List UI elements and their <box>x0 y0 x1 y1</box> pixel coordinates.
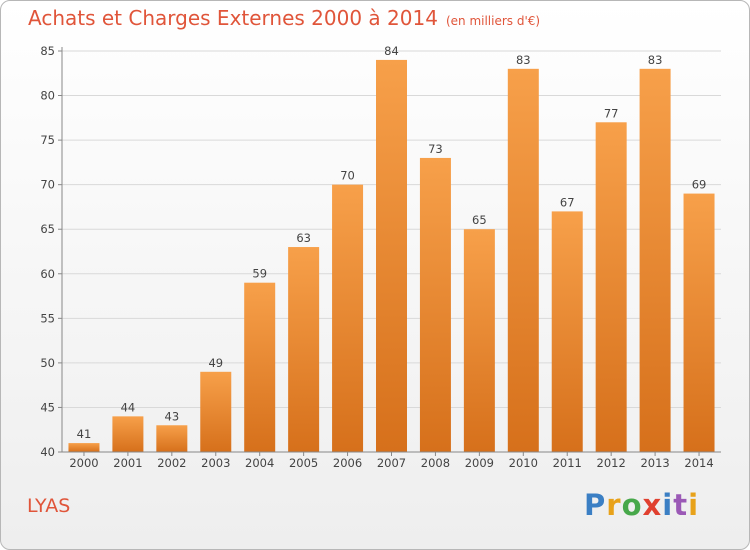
data-label: 43 <box>165 409 180 423</box>
label-layer: 41 44 43 49 59 63 70 84 73 65 83 67 77 83 69 <box>77 44 707 441</box>
x-tick-label: 2008 <box>421 456 450 470</box>
y-tick-label: 70 <box>40 178 55 192</box>
chart-unit: (en milliers d'€) <box>445 14 541 28</box>
x-tick-label: 2004 <box>245 456 274 470</box>
x-tick-label: 2003 <box>201 456 230 470</box>
axis-layer: 40 45 50 55 60 65 70 75 80 85 2000 2001 2002 2003 2004… <box>40 44 721 470</box>
bar-2008 <box>419 157 451 452</box>
x-tick-label: 2000 <box>69 456 98 470</box>
bar-2014 <box>683 193 715 453</box>
x-tick-label: 2013 <box>640 456 669 470</box>
x-tick-label: 2006 <box>333 456 362 470</box>
data-label: 83 <box>516 53 531 67</box>
y-tick-label: 50 <box>40 356 55 370</box>
commune-name: LYAS <box>27 495 71 517</box>
data-label: 41 <box>77 427 92 441</box>
x-tick-label: 2014 <box>684 456 713 470</box>
data-label: 83 <box>648 53 663 67</box>
data-label: 59 <box>252 267 267 281</box>
data-label: 63 <box>296 231 311 245</box>
data-label: 73 <box>428 142 443 156</box>
bar-2005 <box>288 247 320 452</box>
bar-2009 <box>463 229 495 452</box>
x-tick-label: 2012 <box>597 456 626 470</box>
bar-2012 <box>595 122 627 453</box>
proxiti-logo[interactable]: Proxiti <box>584 488 700 522</box>
bar-2010 <box>507 68 539 453</box>
data-label: 44 <box>121 400 136 414</box>
data-label: 49 <box>208 356 223 370</box>
y-tick-label: 85 <box>40 44 55 58</box>
x-tick-label: 2002 <box>157 456 186 470</box>
x-tick-label: 2010 <box>509 456 538 470</box>
x-tick-label: 2001 <box>113 456 142 470</box>
y-tick-label: 65 <box>40 222 55 236</box>
x-tick-label: 2005 <box>289 456 318 470</box>
x-tick-label: 2011 <box>553 456 582 470</box>
y-tick-label: 80 <box>40 89 55 103</box>
bar-2013 <box>639 68 671 453</box>
bar-2003 <box>200 371 232 452</box>
data-label: 65 <box>472 213 487 227</box>
bar-2011 <box>551 211 583 452</box>
data-label: 84 <box>384 44 399 58</box>
bar-2006 <box>332 184 364 452</box>
x-tick-label: 2009 <box>465 456 494 470</box>
chart-title-block: Achats et Charges Externes 2000 à 2014 (e… <box>28 6 540 30</box>
bar-2001 <box>112 416 144 452</box>
bar-2007 <box>376 59 407 453</box>
bar-2002 <box>156 425 188 452</box>
bar-layer <box>68 59 715 453</box>
data-label: 70 <box>340 169 355 183</box>
data-label: 77 <box>604 106 619 120</box>
data-label: 67 <box>560 195 575 209</box>
data-label: 69 <box>692 178 707 192</box>
bar-2004 <box>244 282 276 452</box>
y-tick-label: 60 <box>40 267 55 281</box>
chart-title: Achats et Charges Externes 2000 à 2014 <box>28 6 438 30</box>
y-tick-label: 45 <box>40 400 55 414</box>
bar-2000 <box>68 443 100 452</box>
y-tick-label: 40 <box>40 445 55 459</box>
y-tick-label: 75 <box>40 133 55 147</box>
x-tick-label: 2007 <box>377 456 406 470</box>
y-tick-label: 55 <box>40 311 55 325</box>
